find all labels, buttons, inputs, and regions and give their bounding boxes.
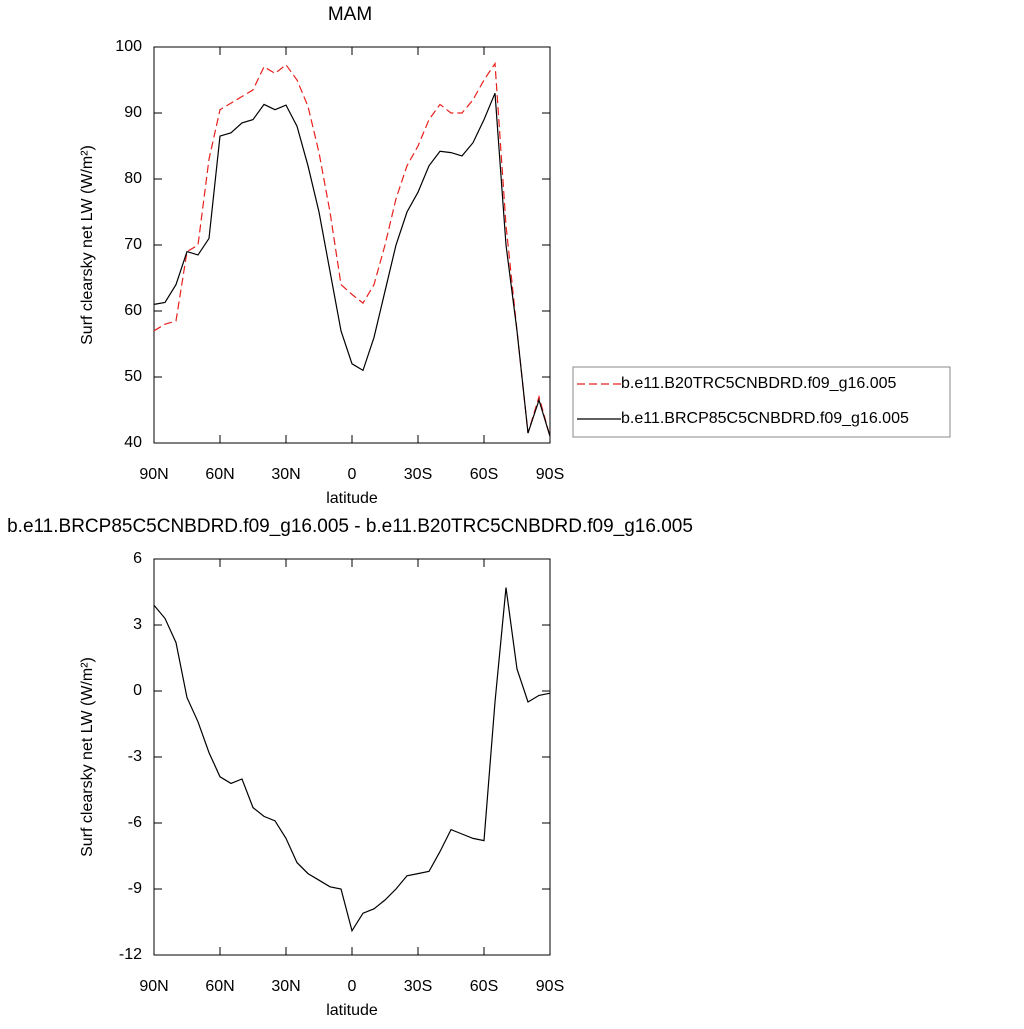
legend-label: b.e11.B20TRC5CNBDRD.f09_g16.005	[621, 375, 897, 392]
x-tick-label: 60N	[205, 978, 234, 995]
x-tick-label: 90S	[536, 978, 564, 995]
legend-label: b.e11.BRCP85C5CNBDRD.f09_g16.005	[621, 410, 909, 427]
x-tick-label: 30S	[404, 466, 432, 483]
y-tick-label: 50	[124, 368, 142, 385]
y-tick-label: 70	[124, 236, 142, 253]
series-line	[153, 587, 551, 933]
y-tick-label: -12	[119, 946, 142, 963]
legend-box	[572, 366, 951, 438]
x-tick-label: 30S	[404, 978, 432, 995]
chart-title: b.e11.BRCP85C5CNBDRD.f09_g16.005 - b.e11…	[7, 516, 693, 537]
x-tick-label: 60N	[205, 466, 234, 483]
series-line	[153, 61, 551, 437]
x-tick-label: 90S	[536, 466, 564, 483]
x-tick-label: 90N	[139, 978, 168, 995]
y-axis-label: Surf clearsky net LW (W/m²)	[79, 145, 96, 345]
x-tick-label: 30N	[271, 466, 300, 483]
y-tick-label: -9	[128, 880, 142, 897]
x-tick-label: 90N	[139, 466, 168, 483]
y-tick-label: 60	[124, 302, 142, 319]
x-tick-label: 60S	[470, 466, 498, 483]
y-tick-label: -3	[128, 748, 142, 765]
chart-title: MAM	[328, 4, 372, 25]
y-axis-label: Surf clearsky net LW (W/m²)	[79, 657, 96, 857]
y-tick-label: 40	[124, 434, 142, 451]
x-axis-label: latitude	[326, 1002, 378, 1019]
y-tick-label: -6	[128, 814, 142, 831]
y-tick-label: 3	[133, 616, 142, 633]
y-tick-label: 80	[124, 170, 142, 187]
x-tick-label: 30N	[271, 978, 300, 995]
x-tick-label: 0	[348, 978, 357, 995]
x-axis-label: latitude	[326, 490, 378, 507]
y-tick-label: 6	[133, 550, 142, 567]
y-tick-label: 100	[115, 38, 142, 55]
x-tick-label: 0	[348, 466, 357, 483]
x-tick-label: 60S	[470, 978, 498, 995]
y-tick-label: 0	[133, 682, 142, 699]
plot-frame	[153, 46, 551, 444]
y-tick-label: 90	[124, 104, 142, 121]
series-line	[153, 92, 551, 437]
